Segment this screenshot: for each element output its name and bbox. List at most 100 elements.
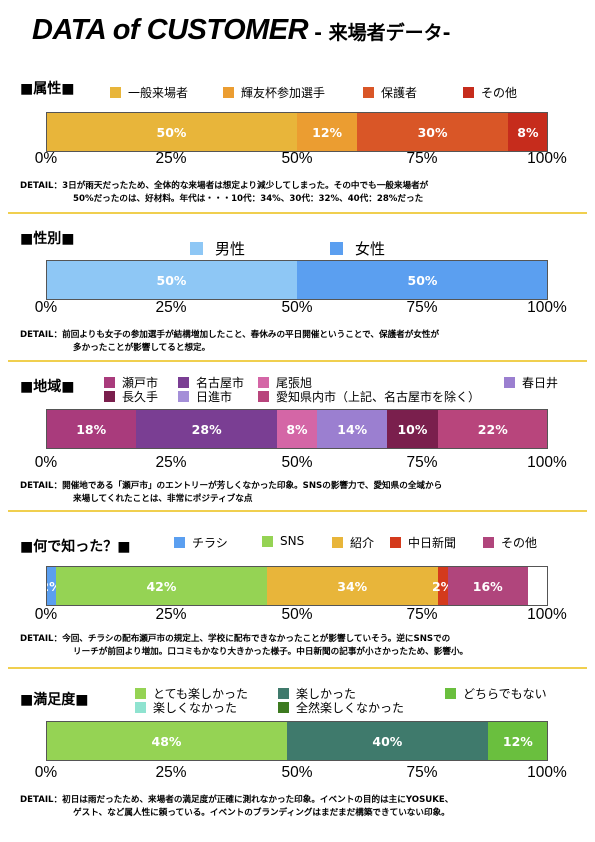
legend-label: 楽しくなかった (153, 701, 238, 715)
x-tick-label: 25% (155, 764, 187, 781)
bar-value-label: 14% (337, 421, 368, 437)
legend-label: 日進市 (196, 390, 233, 404)
x-tick-label: 100% (527, 606, 567, 623)
x-axis-ticks: 0% 25% 50% 75% 100% (0, 150, 595, 170)
section-divider (8, 510, 587, 512)
bar-segment: 18% (46, 409, 137, 449)
legend-label: 保護者 (381, 86, 418, 100)
bar-value-label: 34% (337, 578, 368, 594)
x-axis-ticks: 0% 25% 50% 75% 100% (0, 454, 595, 474)
bar-segment: 50% (46, 260, 297, 300)
bar-value-label: 10% (397, 421, 428, 437)
detail-text: DETAIL：初日は雨だったため、来場者の満足度が正確に測れなかった印象。イベン… (20, 794, 580, 820)
legend-item: 愛知県内市（上記、名古屋市を除く） (258, 388, 480, 405)
detail-text: DETAIL：3日が雨天だったため、全体的な来場者は想定より減少してしまった。そ… (20, 180, 580, 206)
legend-swatch (504, 377, 515, 388)
x-tick-label: 25% (155, 454, 187, 471)
legend-label: とても楽しかった (153, 687, 249, 701)
x-tick-label: 100% (527, 299, 567, 316)
legend-item: 男性 (190, 238, 245, 259)
legend-swatch (178, 377, 189, 388)
legend-item: 瀬戸市 (104, 374, 158, 391)
legend-swatch (104, 377, 115, 388)
detail-text: DETAIL：今回、チラシの配布瀬戸市の規定上、学校に配布できなかったことが影響… (20, 633, 580, 659)
x-tick-label: 75% (406, 606, 438, 623)
legend-item: その他 (463, 84, 517, 101)
legend-item: SNS (262, 534, 304, 548)
page-title-main: DATA of CUSTOMER (32, 14, 309, 46)
x-tick-label: 50% (281, 454, 313, 471)
legend-label: その他 (481, 86, 518, 100)
section-title: ■満足度■ (20, 692, 89, 708)
legend-label: チラシ (192, 536, 228, 550)
x-tick-label: 75% (406, 454, 438, 471)
bar-segment: 48% (46, 721, 287, 761)
bar-value-label: 28% (191, 421, 222, 437)
bar-segment: 16% (447, 566, 528, 606)
legend-label: どちらでもない (463, 687, 547, 701)
bar-value-label: 12% (502, 733, 533, 749)
legend-label: 尾張旭 (276, 376, 313, 390)
bar-value-label: 16% (472, 578, 503, 594)
detail-line: DETAIL：前回よりも女子の参加選手が結構増加したこと、春休みの平日開催という… (20, 330, 440, 340)
x-tick-label: 25% (155, 299, 187, 316)
legend-label: 瀬戸市 (122, 376, 159, 390)
legend-item: 尾張旭 (258, 374, 312, 391)
legend-item: チラシ (174, 534, 228, 551)
x-axis-ticks: 0% 25% 50% 75% 100% (0, 764, 595, 784)
legend-label: 春日井 (522, 376, 559, 390)
legend-swatch (330, 242, 343, 255)
stacked-bar: 50% 12% 30% 8% (46, 112, 548, 152)
section-title: ■属性■ (20, 81, 75, 97)
legend-swatch (390, 537, 401, 548)
legend-swatch (278, 688, 289, 699)
legend-swatch (178, 391, 189, 402)
x-tick-label: 0% (34, 299, 58, 316)
bar-value-label: 50% (407, 272, 438, 288)
legend-item: 保護者 (363, 84, 417, 101)
bar-value-label: 30% (417, 124, 448, 140)
legend-label: 輝友杯参加選手 (241, 86, 326, 100)
legend-item: 輝友杯参加選手 (223, 84, 325, 101)
legend-label: 楽しかった (296, 687, 357, 701)
page-title: DATA of CUSTOMER - 来場者データ- (32, 14, 450, 47)
x-tick-label: 75% (406, 150, 438, 167)
legend-swatch (332, 537, 343, 548)
legend-item: とても楽しかった (135, 685, 248, 702)
legend-swatch (110, 87, 121, 98)
x-tick-label: 50% (281, 606, 313, 623)
legend-swatch (278, 702, 289, 713)
bar-value-label: 22% (477, 421, 508, 437)
stacked-bar: 48% 40% 12% (46, 721, 548, 761)
bar-segment: 10% (387, 409, 438, 449)
x-tick-label: 75% (406, 299, 438, 316)
bar-segment: 8% (507, 112, 548, 152)
bar-segment: 22% (437, 409, 548, 449)
section-divider (8, 667, 587, 669)
x-tick-label: 100% (527, 150, 567, 167)
legend-swatch (262, 535, 273, 547)
section-divider (8, 212, 587, 214)
legend-label: その他 (501, 536, 538, 550)
legend-label: 全然楽しくなかった (296, 701, 405, 715)
detail-line: DETAIL：初日は雨だったため、来場者の満足度が正確に測れなかった印象。イベン… (20, 795, 454, 805)
stacked-bar: 2% 42% 34% 2% 16% (40, 566, 548, 606)
detail-line: リーチが前回より増加。口コミもかなり大きかった様子。中日新聞の記事が小さかったた… (73, 647, 469, 657)
bar-segment: 40% (286, 721, 488, 761)
legend-item: 一般来場者 (110, 84, 188, 101)
legend-item: その他 (483, 534, 537, 551)
x-tick-label: 100% (527, 454, 567, 471)
detail-line: ゲスト、など属人性に頼っている。イベントのブランディングはまだまだ構築できていな… (73, 808, 450, 818)
legend-label: 一般来場者 (128, 86, 189, 100)
legend-item: 長久手 (104, 388, 158, 405)
bar-segment: 42% (56, 566, 267, 606)
section-title: ■性別■ (20, 231, 75, 247)
detail-text: DETAIL：前回よりも女子の参加選手が結構増加したこと、春休みの平日開催という… (20, 329, 580, 355)
bar-value-label: 8% (517, 124, 539, 140)
legend-label: 愛知県内市（上記、名古屋市を除く） (276, 390, 481, 404)
bar-segment: 34% (266, 566, 438, 606)
x-tick-label: 25% (155, 606, 187, 623)
x-tick-label: 100% (527, 764, 567, 781)
x-tick-label: 25% (155, 150, 187, 167)
bar-segment: 50% (297, 260, 548, 300)
